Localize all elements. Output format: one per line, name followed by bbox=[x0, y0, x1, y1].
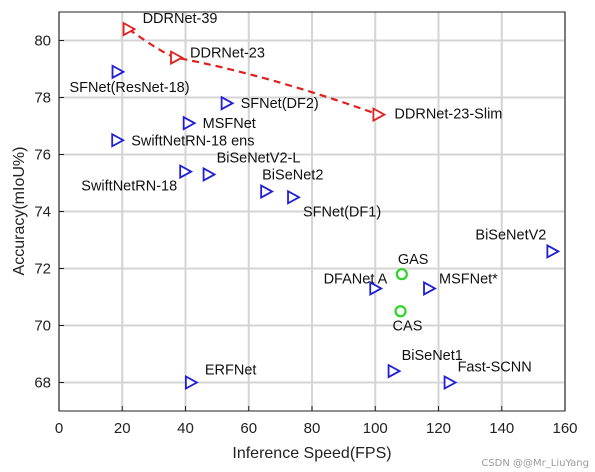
x-tick-label: 40 bbox=[177, 420, 194, 437]
data-label: SFNet(DF2) bbox=[241, 96, 319, 112]
data-markers bbox=[111, 21, 561, 391]
x-tick-label: 160 bbox=[552, 420, 577, 437]
series-lines bbox=[127, 28, 379, 116]
data-point bbox=[260, 184, 275, 200]
data-point bbox=[111, 132, 126, 148]
data-point bbox=[287, 189, 301, 205]
data-label: MSFNet bbox=[203, 116, 256, 132]
data-point bbox=[372, 107, 387, 123]
x-tick-label: 20 bbox=[114, 420, 131, 437]
data-point bbox=[179, 164, 194, 180]
data-label: SFNet(DF1) bbox=[303, 204, 381, 220]
data-label: BiSeNetV2 bbox=[475, 227, 546, 243]
y-tick-label: 74 bbox=[34, 204, 51, 221]
x-tick-label: 120 bbox=[426, 420, 451, 437]
data-label: GAS bbox=[398, 252, 429, 268]
series-line-red bbox=[127, 28, 379, 116]
y-axis-title: Accuracy(mIoU%) bbox=[11, 147, 28, 276]
data-label: BiSeNetV2-L bbox=[217, 150, 301, 166]
data-label: SwiftNetRN-18 ens bbox=[131, 133, 254, 149]
y-tick-label: 78 bbox=[34, 90, 51, 107]
data-label: ERFNet bbox=[205, 363, 257, 379]
data-label: SFNet(ResNet-18) bbox=[70, 80, 190, 96]
data-point bbox=[443, 374, 458, 391]
data-label: DDRNet-23-Slim bbox=[394, 107, 502, 123]
data-label: DDRNet-23 bbox=[190, 46, 265, 62]
data-point bbox=[220, 95, 235, 111]
data-label: SwiftNetRN-18 bbox=[81, 179, 177, 195]
data-label: CAS bbox=[393, 318, 423, 334]
x-tick-label: 100 bbox=[363, 420, 388, 437]
tick-labels: 0 20 40 60 80 100 120 140 160 68 70 72 74 76 78 80 bbox=[34, 33, 577, 438]
data-label: BiSeNet2 bbox=[262, 168, 323, 184]
x-axis-title: Inference Speed(FPS) bbox=[232, 445, 391, 462]
x-tick-label: 140 bbox=[489, 420, 514, 437]
data-label: DDRNet-39 bbox=[143, 11, 218, 27]
x-tick-label: 80 bbox=[304, 420, 321, 437]
data-point bbox=[182, 115, 197, 131]
y-tick-label: 76 bbox=[34, 147, 51, 164]
data-point bbox=[387, 363, 402, 379]
data-point bbox=[369, 280, 384, 296]
watermark: CSDN @@Mr_LiuYang bbox=[481, 458, 589, 469]
data-point bbox=[184, 374, 199, 391]
y-tick-label: 68 bbox=[34, 375, 51, 392]
data-point bbox=[170, 50, 184, 66]
x-tick-label: 60 bbox=[240, 420, 257, 437]
data-point bbox=[122, 21, 137, 37]
data-label: BiSeNet1 bbox=[402, 348, 463, 364]
y-tick-label: 72 bbox=[34, 261, 51, 278]
y-tick-label: 80 bbox=[34, 33, 51, 50]
data-labels: SFNet(ResNet-18)SFNet(DF2)MSFNetSwiftNet… bbox=[70, 11, 547, 378]
data-point bbox=[423, 280, 437, 296]
data-point bbox=[202, 166, 217, 182]
data-label: DFANet A bbox=[324, 271, 388, 287]
data-point bbox=[546, 243, 561, 259]
x-tick-label: 0 bbox=[55, 420, 63, 437]
y-tick-label: 70 bbox=[34, 318, 51, 335]
plot-frame bbox=[58, 11, 566, 412]
data-label: MSFNet* bbox=[439, 271, 498, 287]
data-label: Fast-SCNN bbox=[458, 360, 532, 376]
data-point bbox=[111, 64, 126, 80]
data-point bbox=[395, 268, 408, 281]
data-point bbox=[394, 305, 407, 318]
